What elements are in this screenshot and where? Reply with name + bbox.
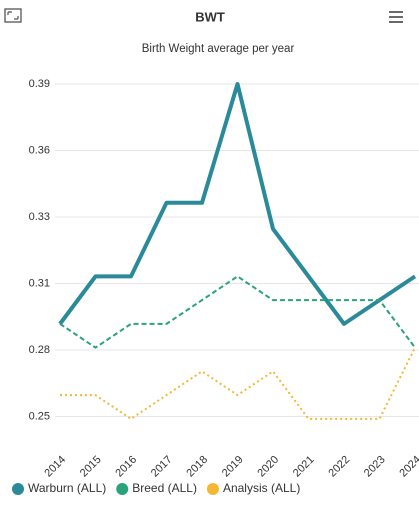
legend-item[interactable]: Breed (ALL) xyxy=(116,481,197,495)
x-tick-label: 2020 xyxy=(255,454,281,480)
x-tick-label: 2022 xyxy=(326,454,352,480)
series-line xyxy=(60,347,416,420)
y-tick-label: 0.28 xyxy=(29,344,50,356)
series-line xyxy=(59,275,416,349)
legend-swatch xyxy=(206,483,219,495)
legend-item[interactable]: Analysis (ALL) xyxy=(206,481,300,495)
y-tick-label: 0.36 xyxy=(29,144,50,156)
y-tick-label: 0.33 xyxy=(29,211,50,223)
legend-label: Analysis (ALL) xyxy=(223,481,300,495)
x-tick-label: 2018 xyxy=(184,454,210,480)
series-line xyxy=(58,82,417,326)
x-tick-label: 2016 xyxy=(113,454,139,480)
x-tick-label: 2023 xyxy=(362,454,388,480)
legend-swatch xyxy=(12,483,24,495)
legend-item[interactable]: Warburn (ALL) xyxy=(12,481,106,495)
menu-button[interactable] xyxy=(389,11,403,23)
x-tick-label: 2019 xyxy=(220,454,246,480)
x-tick-label: 2017 xyxy=(149,454,175,480)
legend-label: Warburn (ALL) xyxy=(28,481,106,495)
chart-subtitle: Birth Weight average per year xyxy=(142,43,295,55)
menu-icon xyxy=(389,11,403,23)
x-tick-label: 2024 xyxy=(397,454,419,480)
chart-title: BWT xyxy=(195,9,225,24)
y-tick-label: 0.25 xyxy=(29,410,50,422)
expand-button[interactable] xyxy=(4,8,22,23)
legend-label: Breed (ALL) xyxy=(132,481,197,495)
expand-icon xyxy=(4,8,22,23)
y-tick-label: 0.31 xyxy=(29,277,50,289)
y-tick-label: 0.39 xyxy=(29,78,50,90)
x-tick-label: 2014 xyxy=(42,454,68,480)
x-tick-label: 2021 xyxy=(291,454,317,480)
expand-arrows xyxy=(7,11,19,20)
x-tick-label: 2015 xyxy=(78,454,104,480)
legend-swatch xyxy=(116,483,129,495)
